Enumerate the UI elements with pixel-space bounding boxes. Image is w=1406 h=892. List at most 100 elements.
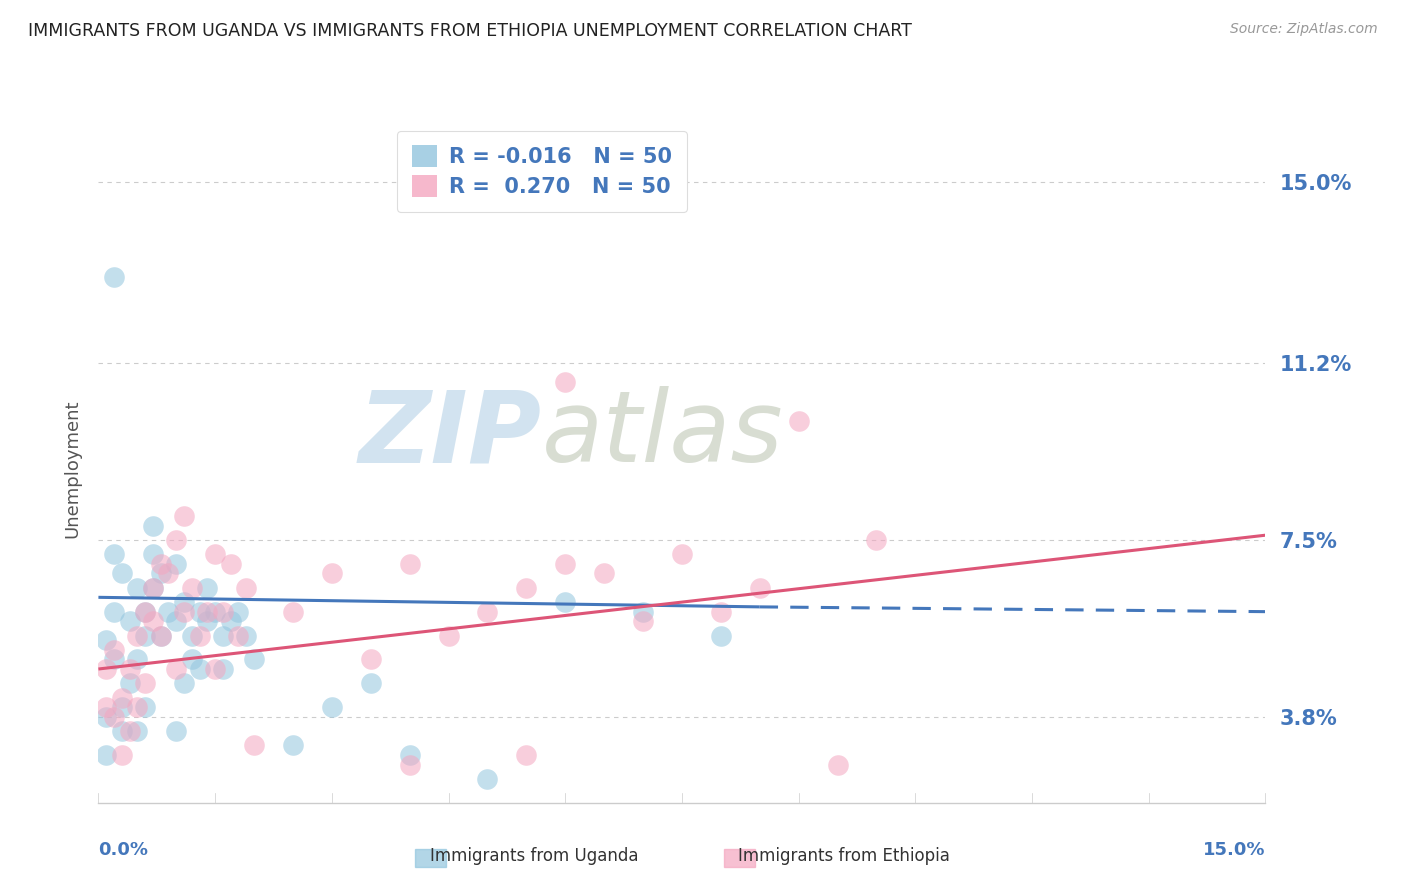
Text: Source: ZipAtlas.com: Source: ZipAtlas.com xyxy=(1230,22,1378,37)
Point xyxy=(671,547,693,561)
Point xyxy=(134,605,156,619)
Point xyxy=(710,605,733,619)
Point xyxy=(398,757,420,772)
Point xyxy=(437,629,460,643)
Point xyxy=(631,614,654,628)
Point xyxy=(398,747,420,762)
Point xyxy=(103,643,125,657)
Point xyxy=(173,676,195,690)
Point xyxy=(103,710,125,724)
Point xyxy=(180,581,202,595)
Point xyxy=(180,629,202,643)
Point xyxy=(134,605,156,619)
Point xyxy=(243,652,266,666)
Point xyxy=(321,566,343,581)
Point xyxy=(142,547,165,561)
Point xyxy=(165,533,187,547)
Point xyxy=(149,557,172,571)
Text: atlas: atlas xyxy=(541,386,783,483)
Point xyxy=(515,581,537,595)
Point xyxy=(204,662,226,676)
Text: 0.0%: 0.0% xyxy=(98,841,149,859)
Point xyxy=(142,581,165,595)
Point xyxy=(554,595,576,609)
Point xyxy=(157,605,180,619)
Text: ZIP: ZIP xyxy=(359,386,541,483)
Point xyxy=(321,700,343,714)
Point xyxy=(142,581,165,595)
Point xyxy=(554,376,576,390)
Point xyxy=(360,652,382,666)
Point xyxy=(127,581,149,595)
Point xyxy=(188,662,211,676)
Point xyxy=(118,724,141,739)
Point xyxy=(173,509,195,524)
Point xyxy=(96,747,118,762)
Point xyxy=(243,739,266,753)
Point xyxy=(165,724,187,739)
Point xyxy=(398,557,420,571)
Point xyxy=(787,413,810,427)
Point xyxy=(134,676,156,690)
Point xyxy=(865,533,887,547)
Point xyxy=(173,595,195,609)
Point xyxy=(142,614,165,628)
Point xyxy=(103,652,125,666)
Point xyxy=(173,605,195,619)
Point xyxy=(165,557,187,571)
Point xyxy=(149,629,172,643)
Point xyxy=(195,581,218,595)
Point xyxy=(127,700,149,714)
Point xyxy=(127,724,149,739)
Point xyxy=(281,739,304,753)
Point xyxy=(477,772,499,786)
Point xyxy=(103,605,125,619)
Point xyxy=(127,652,149,666)
Point xyxy=(281,605,304,619)
Y-axis label: Unemployment: Unemployment xyxy=(63,399,82,538)
Point xyxy=(228,629,250,643)
Point xyxy=(118,614,141,628)
Text: Immigrants from Ethiopia: Immigrants from Ethiopia xyxy=(738,847,949,865)
Point xyxy=(118,676,141,690)
Point xyxy=(219,614,242,628)
Point xyxy=(593,566,616,581)
Text: IMMIGRANTS FROM UGANDA VS IMMIGRANTS FROM ETHIOPIA UNEMPLOYMENT CORRELATION CHAR: IMMIGRANTS FROM UGANDA VS IMMIGRANTS FRO… xyxy=(28,22,912,40)
Point xyxy=(96,710,118,724)
Point xyxy=(212,662,235,676)
Point xyxy=(212,629,235,643)
Point xyxy=(142,518,165,533)
Point xyxy=(134,700,156,714)
Point xyxy=(188,629,211,643)
Point xyxy=(827,757,849,772)
Point xyxy=(103,547,125,561)
Point xyxy=(96,633,118,648)
Point xyxy=(195,614,218,628)
Point xyxy=(127,629,149,643)
Point xyxy=(149,566,172,581)
Point xyxy=(118,662,141,676)
Point xyxy=(103,270,125,285)
Point xyxy=(134,629,156,643)
Point xyxy=(149,629,172,643)
Point xyxy=(631,605,654,619)
Point xyxy=(195,605,218,619)
Point xyxy=(204,547,226,561)
Point xyxy=(477,605,499,619)
Point xyxy=(111,700,134,714)
Point xyxy=(111,724,134,739)
Point xyxy=(710,629,733,643)
Point xyxy=(165,662,187,676)
Point xyxy=(748,581,770,595)
Point xyxy=(111,566,134,581)
Point xyxy=(360,676,382,690)
Point xyxy=(96,662,118,676)
Point xyxy=(235,581,257,595)
Point xyxy=(219,557,242,571)
Point xyxy=(235,629,257,643)
Point xyxy=(554,557,576,571)
Point xyxy=(165,614,187,628)
Point xyxy=(111,747,134,762)
Point xyxy=(157,566,180,581)
Legend: R = -0.016   N = 50, R =  0.270   N = 50: R = -0.016 N = 50, R = 0.270 N = 50 xyxy=(396,131,686,211)
